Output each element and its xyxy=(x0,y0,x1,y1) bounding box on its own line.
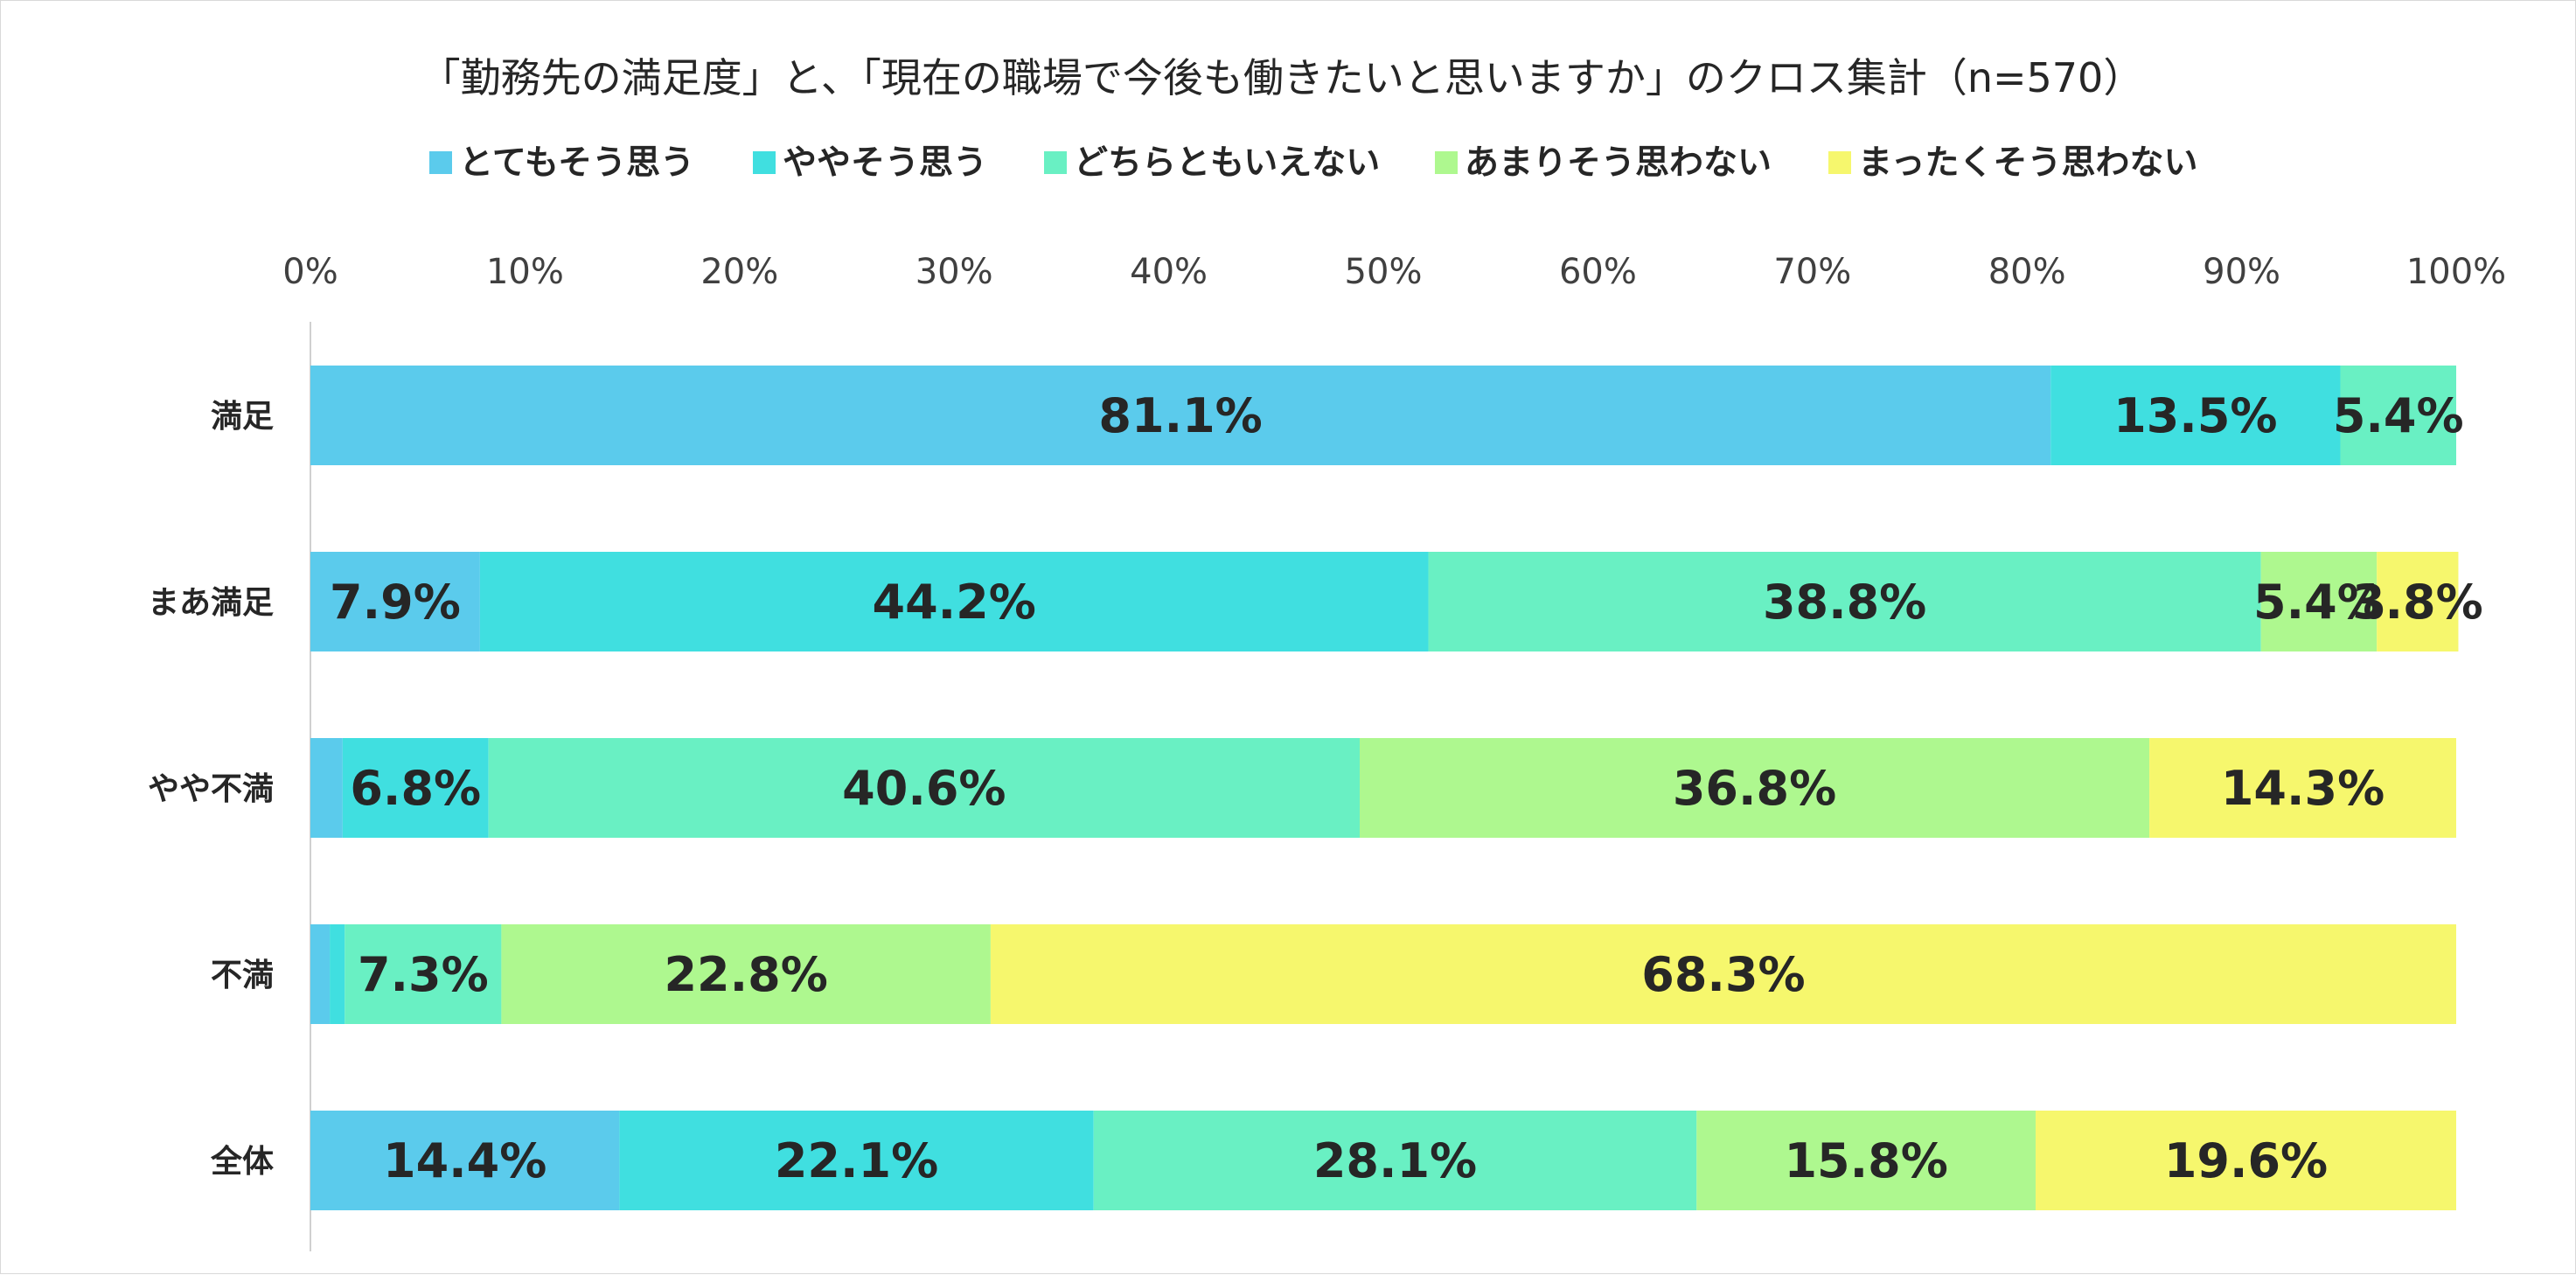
bar-segment xyxy=(1093,1111,1697,1210)
data-label: 36.8% xyxy=(1673,761,1836,816)
data-label: 7.3% xyxy=(358,947,489,1002)
category-label: 不満 xyxy=(211,958,274,993)
category-label: まあ満足 xyxy=(148,585,274,621)
data-label: 28.1% xyxy=(1313,1133,1477,1188)
bar-segment xyxy=(1428,552,2261,651)
bar-segment xyxy=(2149,738,2456,838)
bar-segment xyxy=(1360,738,2150,838)
x-tick-label: 100% xyxy=(2406,252,2506,292)
x-tick-label: 90% xyxy=(2203,252,2280,292)
bar-segment xyxy=(345,924,502,1024)
category-label: 全体 xyxy=(210,1143,274,1180)
bars xyxy=(310,366,2459,1210)
legend-swatch-3 xyxy=(1044,151,1067,174)
x-tick-label: 80% xyxy=(1988,252,2066,292)
legend-swatch-5 xyxy=(1828,151,1851,174)
x-tick-label: 10% xyxy=(486,252,564,292)
legend-label-4: あまりそう思わない xyxy=(1465,143,1772,183)
bar-segment xyxy=(990,924,2456,1024)
data-label: 19.6% xyxy=(2164,1133,2328,1188)
data-label: 5.4% xyxy=(2333,388,2464,443)
data-label: 22.8% xyxy=(664,947,827,1002)
category-label: やや不満 xyxy=(148,771,274,807)
data-label: 5.4% xyxy=(2253,575,2385,630)
chart-title: 「勤務先の満足度」と、「現在の職場で今後も働きたいと思いますか」のクロス集計（n… xyxy=(421,54,2144,101)
bar-segment xyxy=(342,738,489,838)
legend-label-5: まったくそう思わない xyxy=(1858,143,2197,183)
data-label: 68.3% xyxy=(1641,947,1805,1002)
bar-segment xyxy=(488,738,1361,838)
x-tick-label: 30% xyxy=(916,252,993,292)
bar-segment xyxy=(310,552,480,651)
bar-segment xyxy=(2340,366,2456,465)
legend-label-1: とてもそう思う xyxy=(459,143,694,183)
data-labels: 81.1% 13.5% 5.4%7.9% 44.2% 38.8% 5.4%3.8%6.8%… xyxy=(330,388,2483,1188)
data-label: 14.3% xyxy=(2221,761,2385,816)
data-label: 44.2% xyxy=(873,575,1036,630)
x-tick-label: 0% xyxy=(282,252,338,292)
legend-label-3: どちらともいえない xyxy=(1074,143,1380,183)
data-label: 40.6% xyxy=(842,761,1006,816)
data-label: 13.5% xyxy=(2113,388,2277,443)
category-label: 満足 xyxy=(211,399,274,435)
legend: とてもそう思う ややそう思う どちらともいえない あまりそう思わない まったくそう思わな… xyxy=(429,143,2197,183)
bar-segment xyxy=(310,924,331,1024)
data-label: 7.9% xyxy=(330,575,461,630)
bar-segment xyxy=(1696,1111,2036,1210)
bar-segment xyxy=(310,738,343,838)
x-tick-label: 20% xyxy=(700,252,778,292)
x-axis-ticks: 0% 10% 20% 30% 40% 50% 60% 70% 80% 90% 100% xyxy=(282,252,2506,292)
data-label: 3.8% xyxy=(2352,575,2483,630)
legend-swatch-4 xyxy=(1435,151,1458,174)
bar-segment xyxy=(2260,552,2378,651)
bar-segment xyxy=(2377,552,2459,651)
bar-segment xyxy=(501,924,991,1024)
legend-swatch-1 xyxy=(429,151,452,174)
data-label: 38.8% xyxy=(1763,575,1926,630)
x-tick-label: 70% xyxy=(1773,252,1851,292)
x-tick-label: 50% xyxy=(1345,252,1423,292)
bar-segment xyxy=(479,552,1429,651)
data-label: 6.8% xyxy=(350,761,481,816)
data-label: 81.1% xyxy=(1098,388,1262,443)
bar-segment xyxy=(310,366,2051,465)
data-label: 15.8% xyxy=(1784,1133,1947,1188)
bar-segment xyxy=(330,924,345,1024)
data-label: 14.4% xyxy=(383,1133,547,1188)
x-tick-label: 60% xyxy=(1559,252,1637,292)
data-label: 22.1% xyxy=(775,1133,938,1188)
bar-segment xyxy=(310,1111,620,1210)
bar-segment xyxy=(2050,366,2341,465)
bar-segment xyxy=(2036,1111,2456,1210)
legend-label-2: ややそう思う xyxy=(783,143,987,183)
x-tick-label: 40% xyxy=(1130,252,1208,292)
bar-segment xyxy=(619,1111,1094,1210)
legend-swatch-2 xyxy=(753,151,776,174)
